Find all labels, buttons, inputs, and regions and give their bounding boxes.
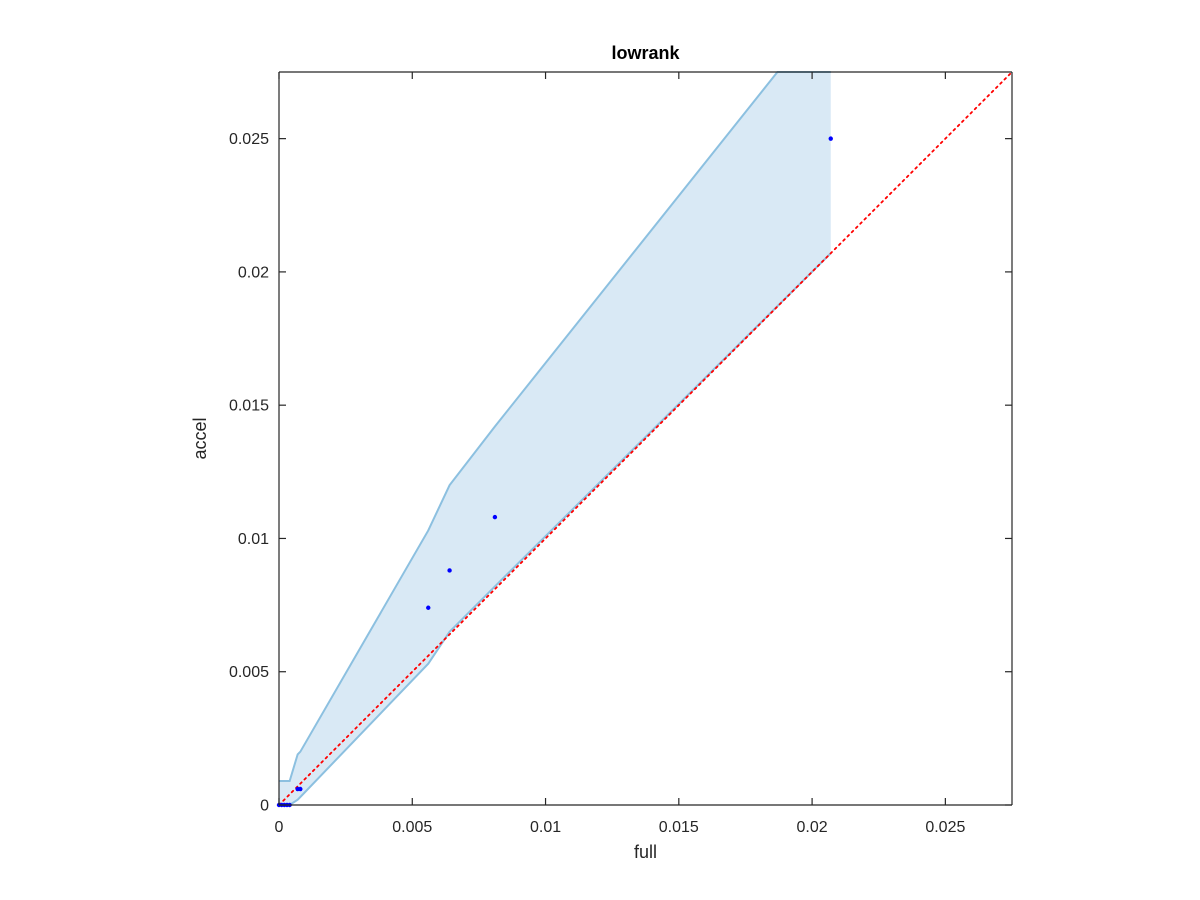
data-point — [492, 514, 498, 520]
y-tick-label: 0 — [260, 798, 269, 815]
x-tick-label: 0.01 — [530, 819, 561, 836]
x-tick-label: 0.015 — [659, 819, 699, 836]
confidence-band-fill — [279, 72, 831, 805]
x-tick-label: 0.005 — [392, 819, 432, 836]
x-tick-label: 0.025 — [925, 819, 965, 836]
y-tick-label: 0.01 — [238, 531, 269, 548]
y-tick-label: 0.005 — [229, 664, 269, 681]
y-axis-label: accel — [190, 417, 210, 459]
plot-area — [276, 71, 1013, 808]
reference-line — [278, 71, 1013, 806]
confidence-band-upper-edge — [279, 71, 831, 783]
data-point — [828, 136, 833, 141]
axes-box — [278, 71, 1013, 806]
data-point — [426, 605, 431, 610]
y-axis-ticks: 0 0.005 0.01 0.015 0.02 0.025 — [229, 131, 1012, 815]
y-tick-label: 0.015 — [229, 398, 269, 415]
x-tick-label: 0.02 — [797, 819, 828, 836]
data-points-layer — [276, 136, 833, 808]
x-axis-label: full — [634, 842, 657, 862]
y-tick-label: 0.02 — [238, 264, 269, 281]
reference-line-layer — [278, 71, 1013, 806]
data-point — [447, 568, 452, 573]
chart-title: lowrank — [611, 43, 680, 63]
y-tick-label: 0.025 — [229, 131, 269, 148]
data-point — [298, 786, 303, 792]
x-axis-ticks: 0 0.005 0.01 0.015 0.02 0.025 — [275, 72, 965, 836]
x-tick-label: 0 — [275, 819, 284, 836]
